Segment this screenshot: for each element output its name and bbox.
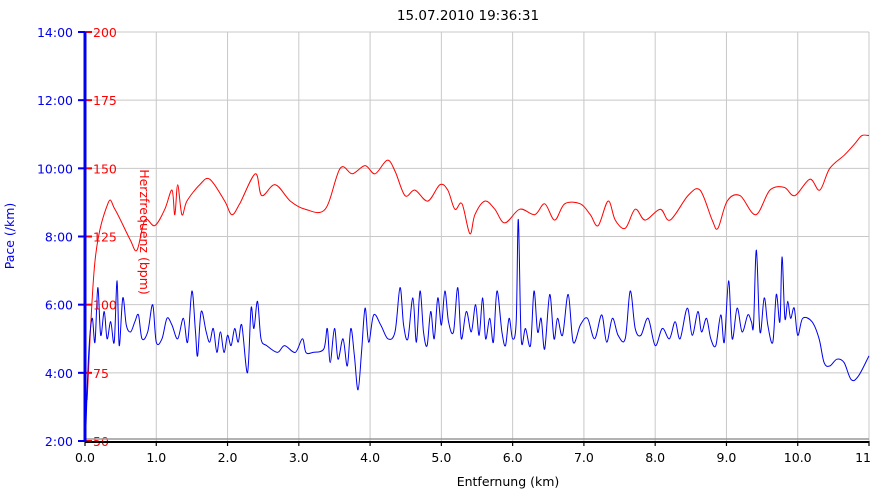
- x-tick-label: 4.0: [360, 450, 380, 465]
- x-tick-label: 5.0: [431, 450, 451, 465]
- hr-tick-label: 75: [93, 366, 109, 381]
- pace-tick-label: 12:00: [37, 93, 73, 108]
- grid: [85, 31, 870, 441]
- heart-rate-line: [86, 134, 870, 401]
- x-tick-label: 8.0: [645, 450, 665, 465]
- hr-tick-label: 175: [93, 93, 117, 108]
- hr-tick-label: 150: [93, 161, 117, 176]
- hr-tick-label: 100: [93, 298, 117, 313]
- series-layer: [85, 134, 870, 435]
- x-tick-label: 3.0: [289, 450, 309, 465]
- pace-tick-label: 14:00: [37, 25, 73, 40]
- left-axis-label: Pace (/km): [2, 203, 17, 270]
- x-tick-label: 9.0: [717, 450, 737, 465]
- x-tick-label: 10.0: [784, 450, 812, 465]
- x-tick-label: 11.0: [855, 450, 871, 465]
- pace-tick-label: 4:00: [45, 366, 73, 381]
- x-axis-label: Entfernung (km): [457, 474, 560, 489]
- pace-tick-label: 8:00: [45, 230, 73, 245]
- chart-title: 15.07.2010 19:36:31: [397, 8, 539, 24]
- pace-tick-label: 2:00: [45, 434, 73, 449]
- x-tick-label: 2.0: [218, 450, 238, 465]
- pace-tick-label: 10:00: [37, 161, 73, 176]
- pace-line: [85, 218, 870, 435]
- axes: 0.0 1.0 2.0 3.0 4.0 5.0 6.0 7.0 8.0 9.0 10.0 11.0 2:…: [37, 25, 871, 465]
- right-axis-label: Herzfrequenz (bpm): [137, 169, 152, 295]
- x-tick-label: 1.0: [146, 450, 166, 465]
- x-tick-label: 0.0: [75, 450, 95, 465]
- x-tick-label: 6.0: [503, 450, 523, 465]
- pace-tick-label: 6:00: [45, 298, 73, 313]
- hr-tick-label: 125: [93, 230, 117, 245]
- hr-tick-label: 200: [93, 25, 117, 40]
- x-tick-label: 7.0: [574, 450, 594, 465]
